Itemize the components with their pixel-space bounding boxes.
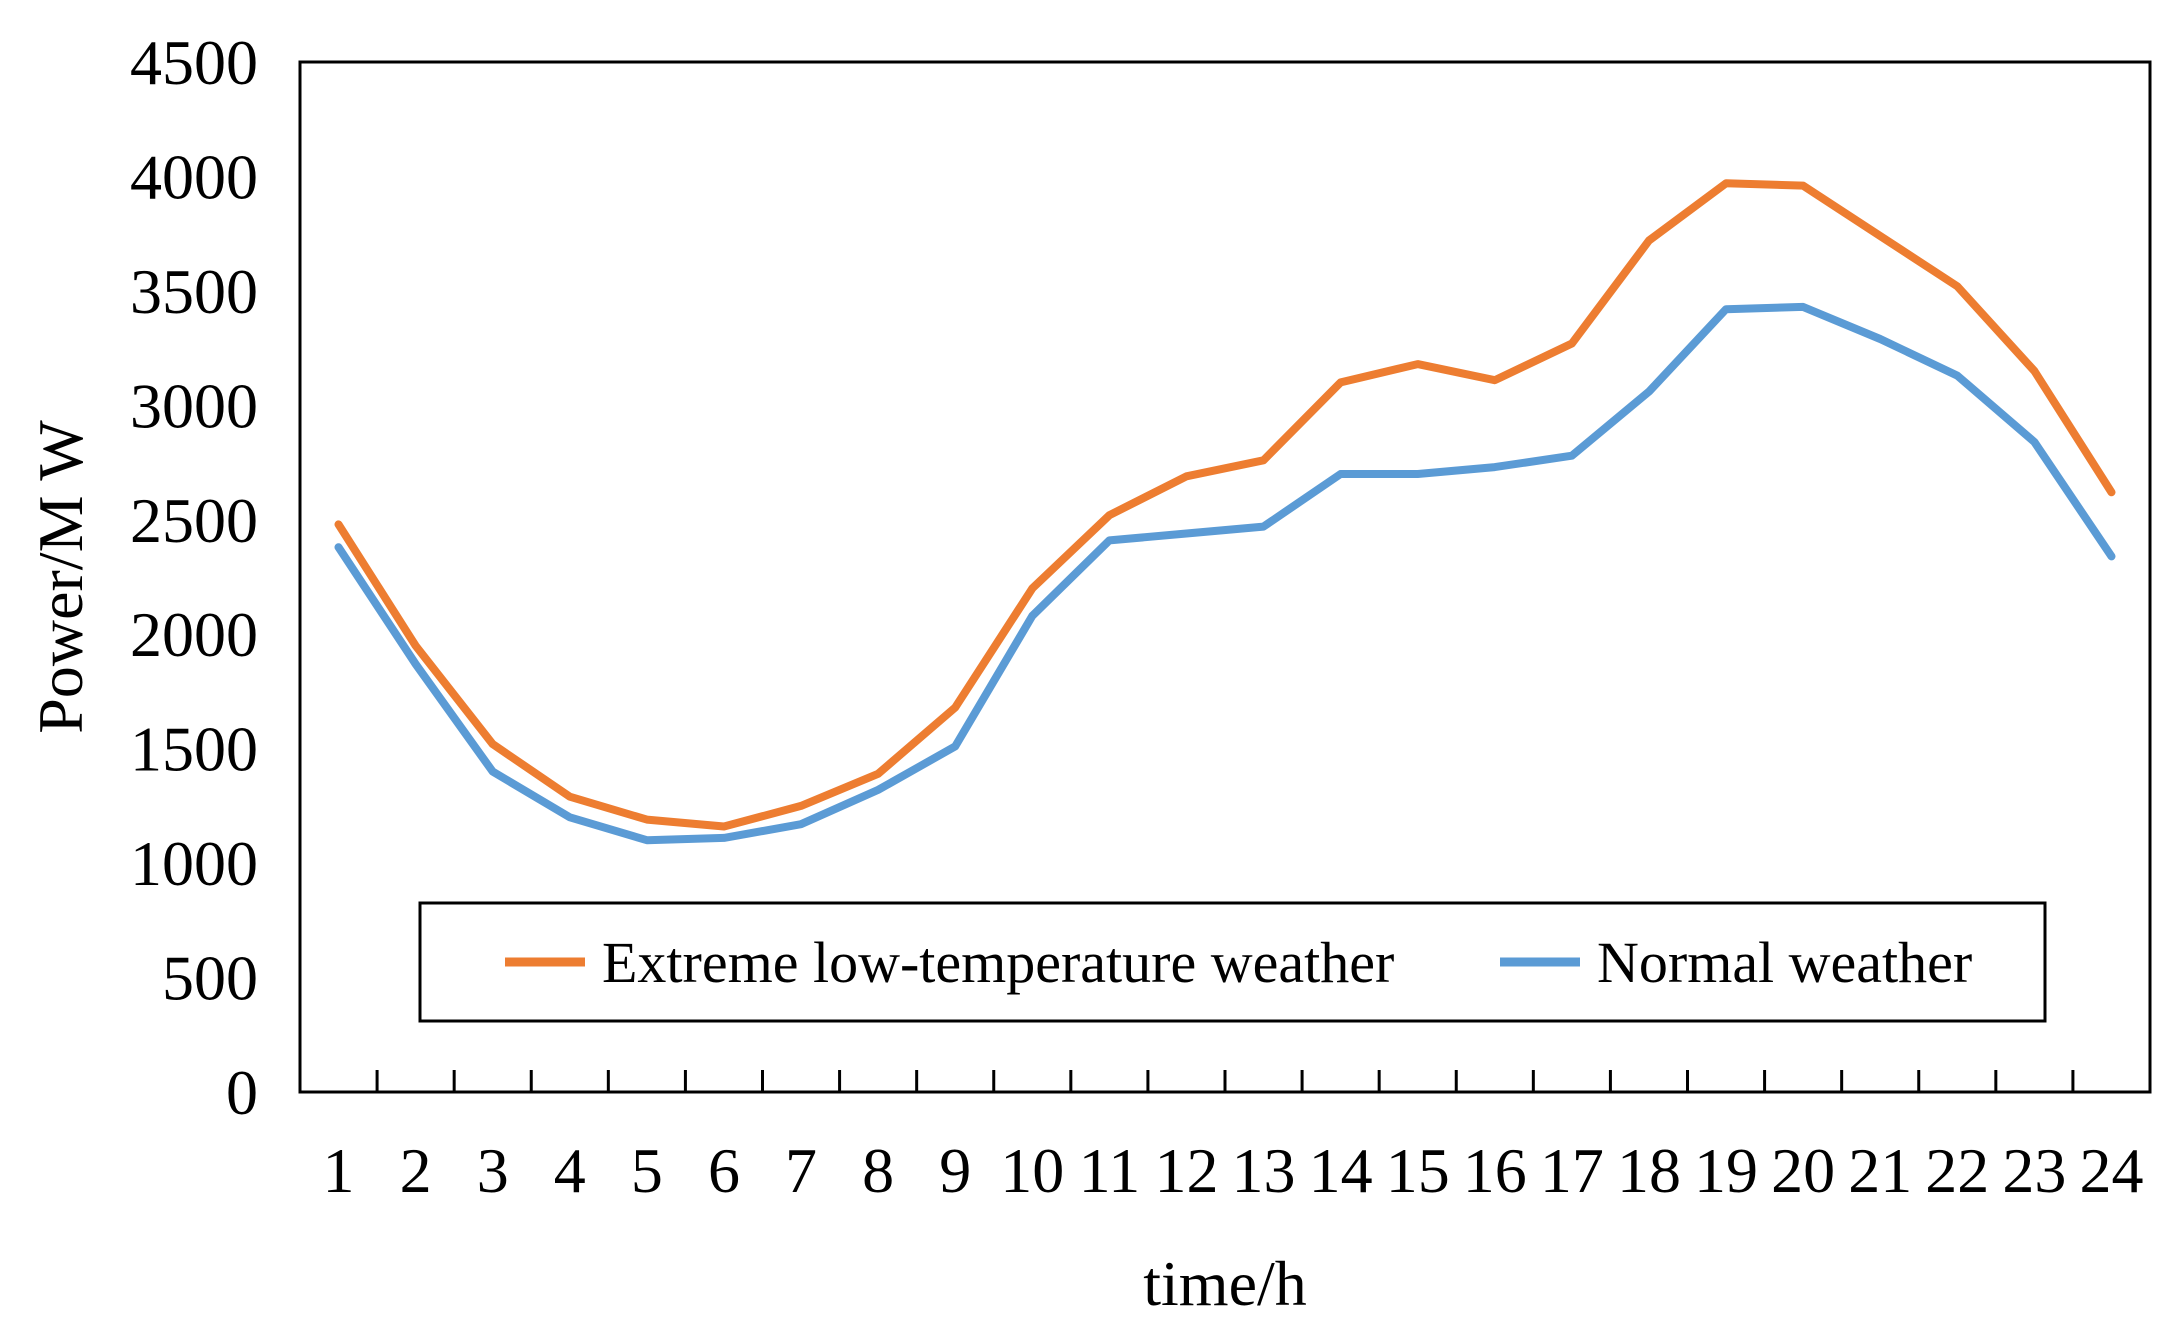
x-tick-label: 13 xyxy=(1232,1135,1296,1206)
x-tick-label: 22 xyxy=(1925,1135,1989,1206)
x-tick-label: 3 xyxy=(477,1135,509,1206)
legend-label-normal-weather: Normal weather xyxy=(1597,930,1972,995)
x-tick-label: 4 xyxy=(554,1135,586,1206)
y-tick-label: 2500 xyxy=(130,485,258,556)
x-axis-title: time/h xyxy=(1143,1248,1307,1319)
y-tick-label: 2000 xyxy=(130,599,258,670)
x-tick-label: 12 xyxy=(1154,1135,1218,1206)
x-tick-label: 10 xyxy=(1000,1135,1064,1206)
x-tick-label: 23 xyxy=(2002,1135,2066,1206)
y-tick-label: 500 xyxy=(162,943,258,1014)
x-tick-label: 11 xyxy=(1079,1135,1141,1206)
y-tick-label: 4500 xyxy=(130,27,258,98)
x-tick-label: 9 xyxy=(939,1135,971,1206)
x-tick-label: 14 xyxy=(1309,1135,1373,1206)
axis-ticks xyxy=(375,1070,2075,1092)
x-tick-label: 5 xyxy=(631,1135,663,1206)
series-line-extreme-low-temperature xyxy=(334,179,2116,831)
legend-label-extreme-low-temperature: Extreme low-temperature weather xyxy=(602,930,1394,995)
x-tick-label: 7 xyxy=(785,1135,817,1206)
x-tick-label: 1 xyxy=(323,1135,355,1206)
x-tick-label: 15 xyxy=(1386,1135,1450,1206)
x-tick-label: 2 xyxy=(400,1135,432,1206)
y-tick-label: 3500 xyxy=(130,256,258,327)
x-axis-tick-labels: 1 2 3 4 5 6 7 8 9 10 11 12 13 14 15 16 17 18 19 20 21 22 23 24 xyxy=(323,1135,2144,1206)
legend-box xyxy=(418,901,2047,1023)
legend: Extreme low-temperature weather Normal we… xyxy=(418,901,2047,1023)
x-tick-label: 18 xyxy=(1617,1135,1681,1206)
y-tick-label: 4000 xyxy=(130,141,258,212)
y-axis-title: Power/M W xyxy=(25,420,96,734)
x-tick-label: 17 xyxy=(1540,1135,1604,1206)
x-tick-label: 20 xyxy=(1771,1135,1835,1206)
x-tick-label: 8 xyxy=(862,1135,894,1206)
series-lines xyxy=(334,179,2116,845)
x-tick-label: 24 xyxy=(2079,1135,2143,1206)
y-tick-label: 0 xyxy=(226,1057,258,1128)
y-tick-label: 3000 xyxy=(130,370,258,441)
y-axis-tick-labels: 0 500 1000 1500 2000 2500 3000 3500 4000 4500 xyxy=(130,27,258,1128)
y-tick-label: 1500 xyxy=(130,714,258,785)
x-tick-label: 6 xyxy=(708,1135,740,1206)
x-tick-label: 16 xyxy=(1463,1135,1527,1206)
x-tick-label: 21 xyxy=(1848,1135,1912,1206)
y-tick-label: 1000 xyxy=(130,828,258,899)
series-line-normal-weather xyxy=(334,302,2116,845)
x-tick-label: 19 xyxy=(1694,1135,1758,1206)
